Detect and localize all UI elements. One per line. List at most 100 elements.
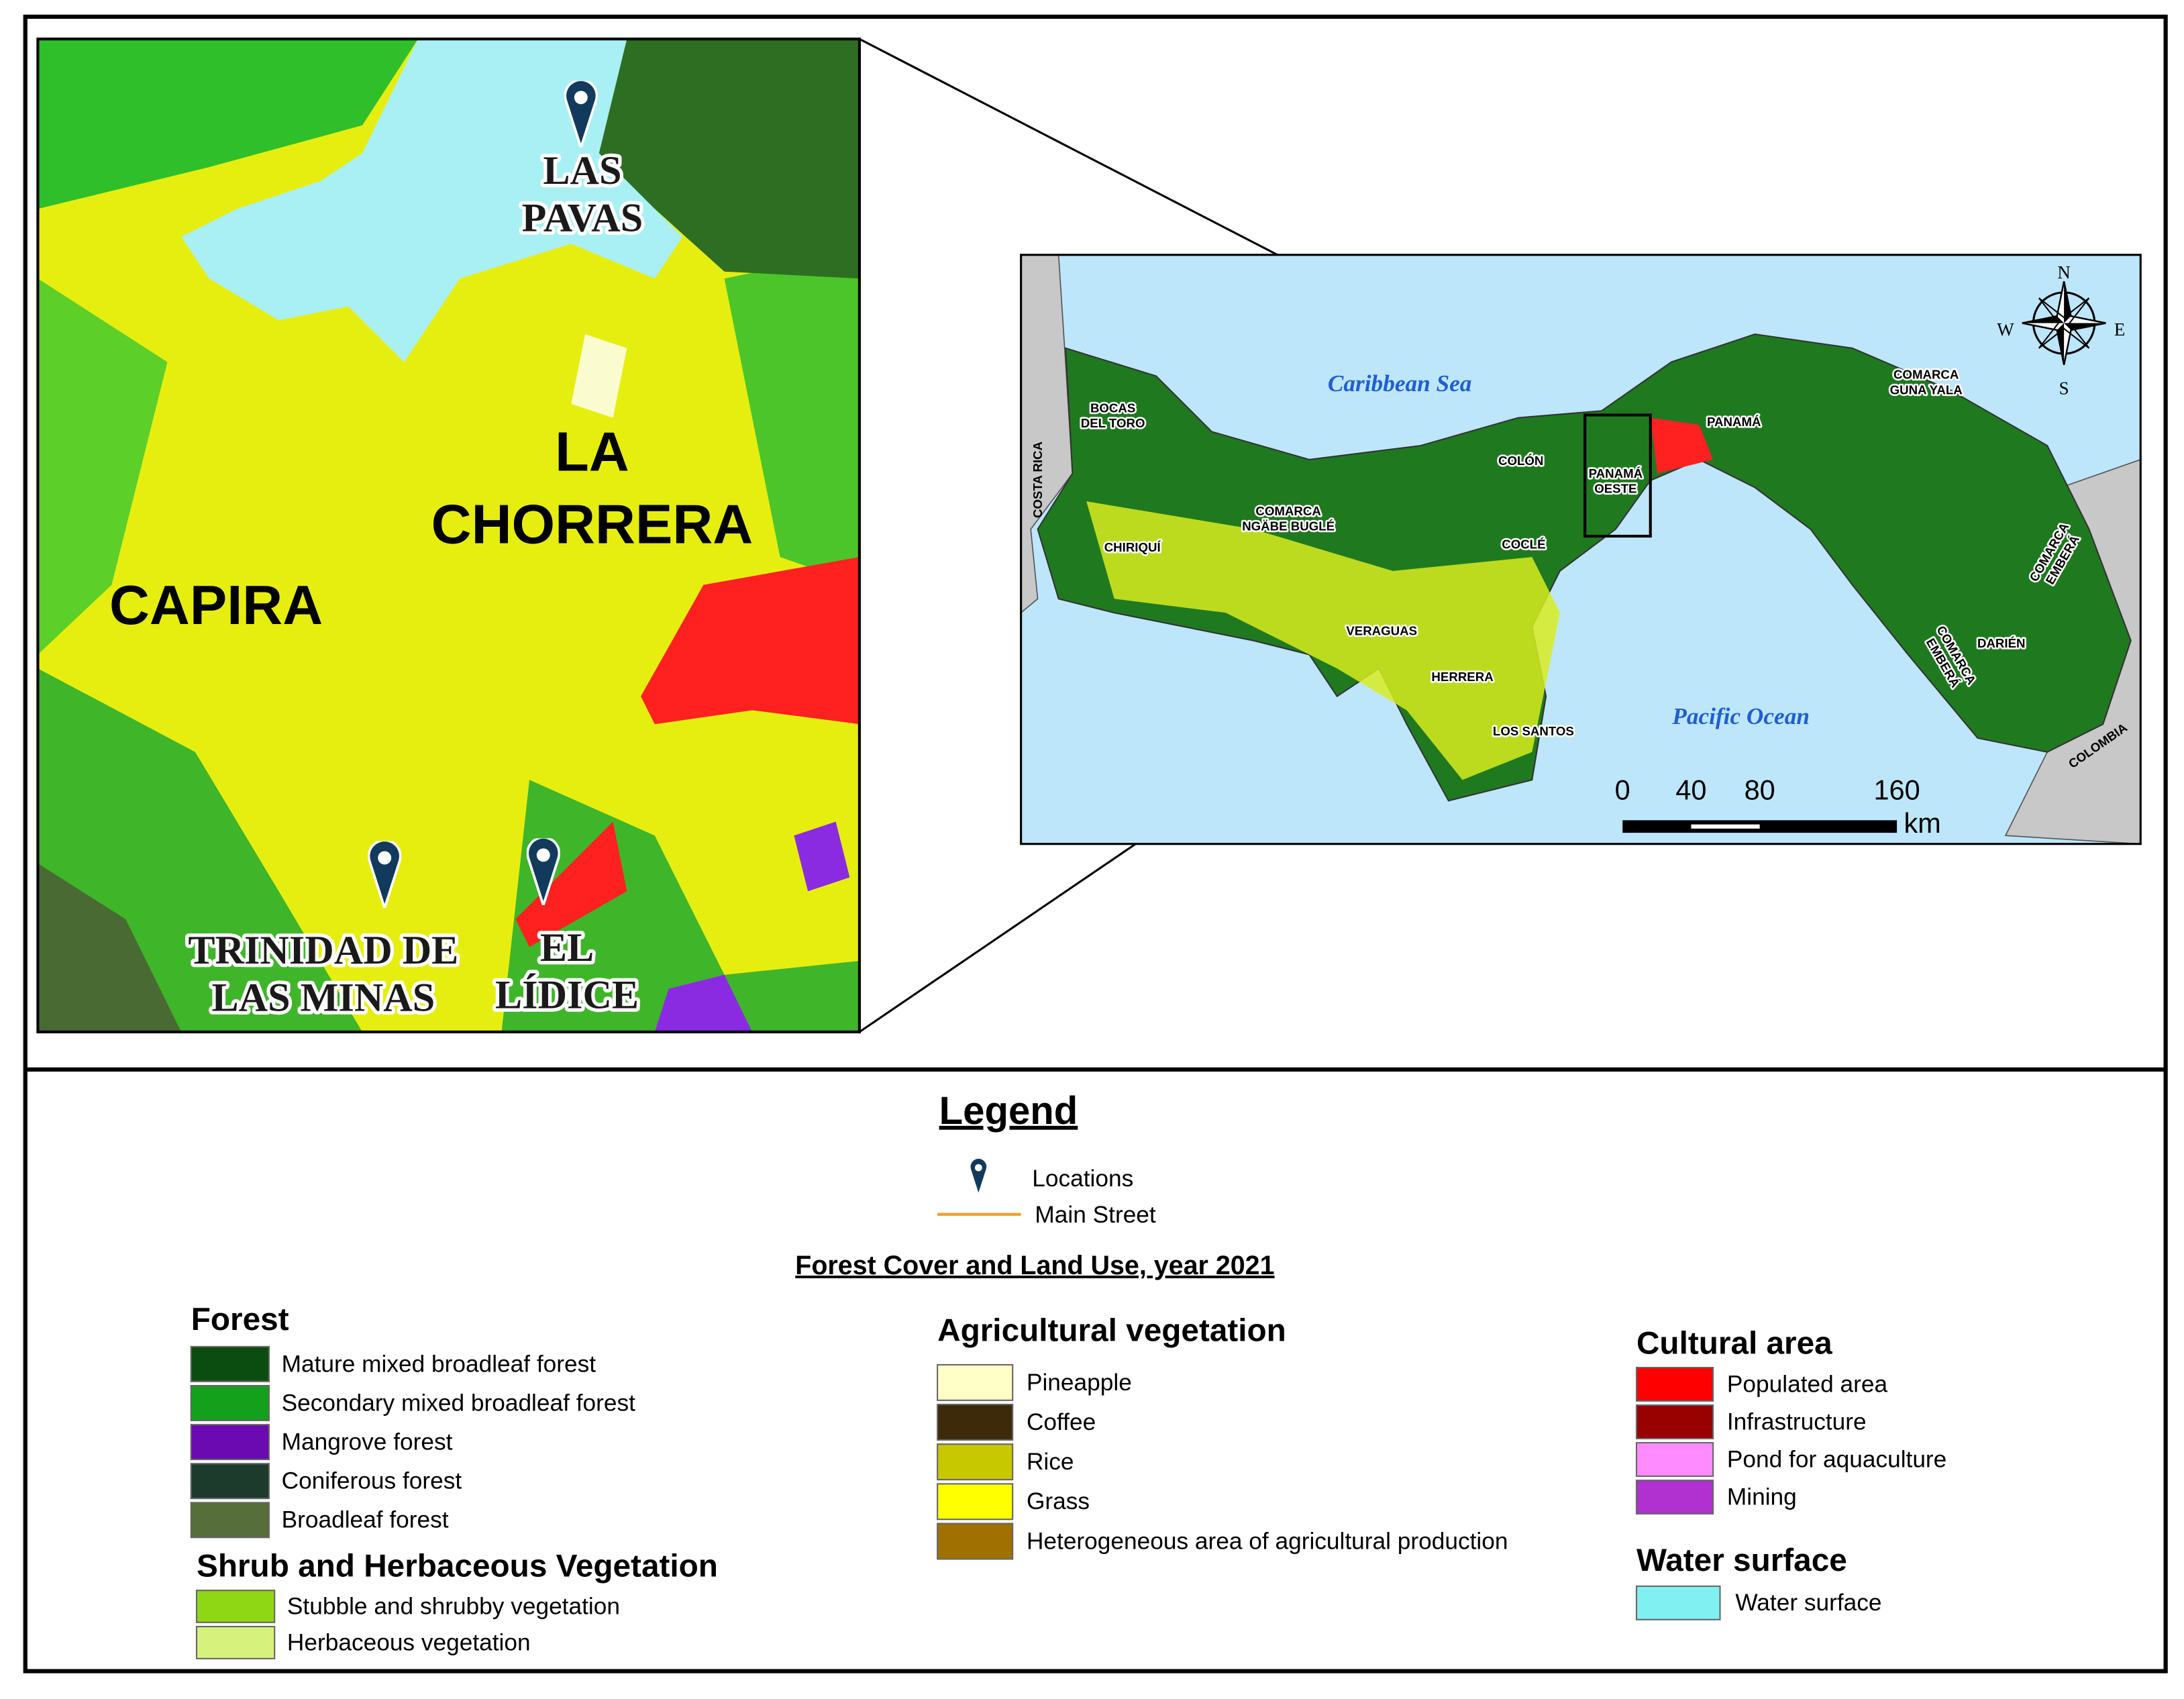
legend-group-title: Water surface xyxy=(1636,1543,1847,1578)
place-label: PAVAS xyxy=(522,196,643,241)
legend-swatch xyxy=(1635,1442,1714,1477)
legend-swatch xyxy=(190,1463,270,1500)
scale-tick-label: 160 xyxy=(1873,774,1920,805)
legend-item-label: Coffee xyxy=(1027,1409,1096,1435)
legend-swatch xyxy=(195,1626,276,1659)
region-label: GUNA YALA xyxy=(1890,382,1963,397)
legend-symbol-label: Main Street xyxy=(1035,1202,1156,1228)
region-label: COMARCA xyxy=(1255,504,1320,518)
region-label: VERAGUAS xyxy=(1346,623,1417,637)
region-label: PANAMÁ xyxy=(1589,466,1643,480)
region-label: PANAMÁ xyxy=(1707,415,1761,429)
place-label: LÍDICE xyxy=(495,973,639,1018)
legend-subtitle: Forest Cover and Land Use, year 2021 xyxy=(795,1251,1274,1280)
inset-map xyxy=(38,39,860,1032)
scale-tick-label: 0 xyxy=(1615,774,1630,805)
legend-item-label: Mining xyxy=(1727,1484,1797,1510)
overview-map xyxy=(1021,254,2141,844)
district-label: CAPIRA xyxy=(109,574,323,636)
legend-swatch xyxy=(190,1384,270,1421)
scale-tick-label: 40 xyxy=(1675,774,1706,805)
legend-item-label: Coniferous forest xyxy=(282,1468,462,1494)
scale-segment xyxy=(1691,824,1760,829)
scale-bar xyxy=(1622,820,1897,833)
lake xyxy=(181,39,683,362)
mining-area xyxy=(794,821,850,892)
inset-frame xyxy=(36,38,861,1033)
legend-swatch xyxy=(1635,1480,1714,1515)
legend-swatch xyxy=(1635,1367,1714,1402)
agricultural-area xyxy=(1086,501,1560,780)
legend-item-label: Mangrove forest xyxy=(282,1429,453,1455)
place-label: LAS MINAS xyxy=(212,976,435,1021)
populated-area xyxy=(641,557,860,725)
region-label: CHIRIQUÍ xyxy=(1104,540,1161,554)
region-label: COMARCA xyxy=(1893,368,1959,382)
panama-land xyxy=(1037,333,2132,802)
populated-area xyxy=(515,821,627,947)
district-label: LA xyxy=(555,420,629,482)
legend-swatch xyxy=(937,1443,1014,1481)
region-label: DEL TORO xyxy=(1081,416,1145,430)
legend-item-label: Herbaceous vegetation xyxy=(287,1629,531,1655)
legend-swatch xyxy=(937,1363,1014,1401)
cleared-area xyxy=(571,334,627,418)
legend: Legend Locations Main Street Forest Cover a… xyxy=(190,1089,1946,1659)
legend-swatch xyxy=(937,1483,1014,1521)
legend-item-label: Heterogeneous area of agricultural produ… xyxy=(1027,1528,1508,1554)
forest-patch xyxy=(38,278,168,655)
scale-unit: km xyxy=(1904,807,1940,839)
forest-patch xyxy=(501,780,860,1032)
district-label: CHORRERA xyxy=(431,493,753,555)
legend-swatch xyxy=(190,1424,270,1461)
legend-swatch xyxy=(1635,1404,1714,1439)
legend-item-label: Broadleaf forest xyxy=(282,1507,449,1533)
compass-label: W xyxy=(1997,319,2014,340)
legend-item-label: Rice xyxy=(1027,1449,1074,1475)
region-label: COCLÉ xyxy=(1502,537,1545,552)
region-label: OESTE xyxy=(1594,482,1636,496)
legend-swatch xyxy=(190,1345,270,1382)
mining-area xyxy=(654,974,753,1032)
region-label: NGÄBE BUGLÉ xyxy=(1242,519,1335,533)
legend-group-title: Shrub and Herbaceous Vegetation xyxy=(197,1548,718,1584)
legend-item-label: Water surface xyxy=(1735,1590,1881,1616)
region-label: LOS SANTOS xyxy=(1493,724,1574,738)
legend-item-label: Mature mixed broadleaf forest xyxy=(282,1351,596,1377)
forest-patch xyxy=(38,39,419,209)
extent-box xyxy=(1583,413,1652,538)
neighbor-country xyxy=(1021,254,1074,614)
scale-tick-label: 80 xyxy=(1745,774,1775,805)
place-label: EL xyxy=(540,925,594,970)
compass-label: N xyxy=(2057,262,2070,282)
legend-swatch xyxy=(937,1523,1014,1560)
forest-patch xyxy=(724,250,860,585)
country-label: COSTA RICA xyxy=(1031,442,1045,518)
overview-frame xyxy=(1020,254,2142,845)
compass-rose xyxy=(2022,280,2106,366)
legend-item-label: Pond for aquaculture xyxy=(1727,1446,1946,1472)
region-label: HERRERA xyxy=(1431,670,1493,684)
legend-swatch xyxy=(190,1502,270,1539)
legend-swatch xyxy=(195,1590,276,1623)
compass-label: S xyxy=(2059,378,2069,398)
sea-label: Caribbean Sea xyxy=(1328,370,1472,397)
legend-item-label: Infrastructure xyxy=(1727,1408,1867,1435)
legend-item-label: Pineapple xyxy=(1027,1370,1132,1396)
region-label: COLÓN xyxy=(1498,454,1543,468)
compass-label: E xyxy=(2114,319,2125,340)
place-label: LAS xyxy=(543,148,621,193)
legend-swatch xyxy=(1635,1585,1721,1620)
legend-item-label: Stubble and shrubby vegetation xyxy=(287,1593,620,1619)
region-label: BOCAS xyxy=(1090,401,1135,415)
legend-item-label: Populated area xyxy=(1727,1371,1888,1397)
sea-label: Pacific Ocean xyxy=(1671,703,1810,729)
region-label: DARIÉN xyxy=(1977,636,2026,650)
legend-symbol-label: Locations xyxy=(1032,1166,1133,1192)
legend-swatch xyxy=(937,1404,1014,1441)
legend-item-label: Grass xyxy=(1027,1488,1090,1514)
legend-group-title: Cultural area xyxy=(1636,1325,1832,1361)
